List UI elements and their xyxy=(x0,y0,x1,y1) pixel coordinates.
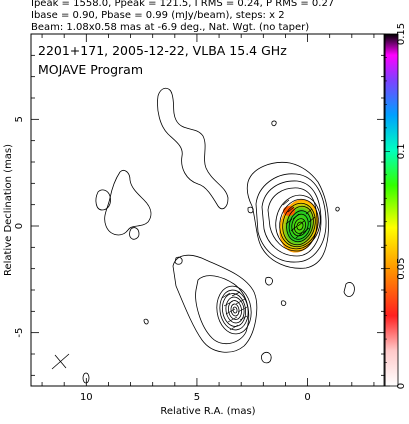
x-axis-label: Relative R.A. (mas) xyxy=(160,406,255,417)
x-tick-label: 10 xyxy=(80,392,93,403)
header-line-3: Beam: 1.08x0.58 mas at -6.9 deg., Nat. W… xyxy=(31,22,310,33)
plot-frame xyxy=(30,33,386,387)
core-evpa-ticks xyxy=(282,199,316,239)
x-tick-label: 0 xyxy=(304,392,310,403)
beam-cross xyxy=(51,353,70,370)
y-tick-label: -5 xyxy=(14,328,25,338)
diffuse-contours xyxy=(95,87,355,364)
colorbar-tick-label: 0.15 xyxy=(396,23,407,45)
core-contours xyxy=(255,173,327,263)
plot-title: 2201+171, 2005-12-22, VLBA 15.4 GHz xyxy=(38,43,287,58)
header-line-2: Ibase = 0.90, Pbase = 0.99 (mJy/beam), s… xyxy=(31,10,285,21)
header-line-1: Ipeak = 1558.0, Ppeak = 121.5, I RMS = 0… xyxy=(31,0,335,9)
colorbar xyxy=(383,33,399,387)
colorbar-tick-label: 0 xyxy=(396,383,407,389)
y-axis-label: Relative Declination (mas) xyxy=(3,144,14,276)
knot-hatch-ticks xyxy=(221,291,248,331)
colorbar-tick-label: 0.05 xyxy=(396,258,407,280)
colorbar-tick-label: 0.1 xyxy=(396,143,407,159)
x-tick-label: 5 xyxy=(194,392,200,403)
knot-contours xyxy=(172,254,258,353)
y-tick-label: 0 xyxy=(14,223,25,229)
plot-subtitle: MOJAVE Program xyxy=(38,62,143,77)
y-tick-label: 5 xyxy=(14,116,25,122)
